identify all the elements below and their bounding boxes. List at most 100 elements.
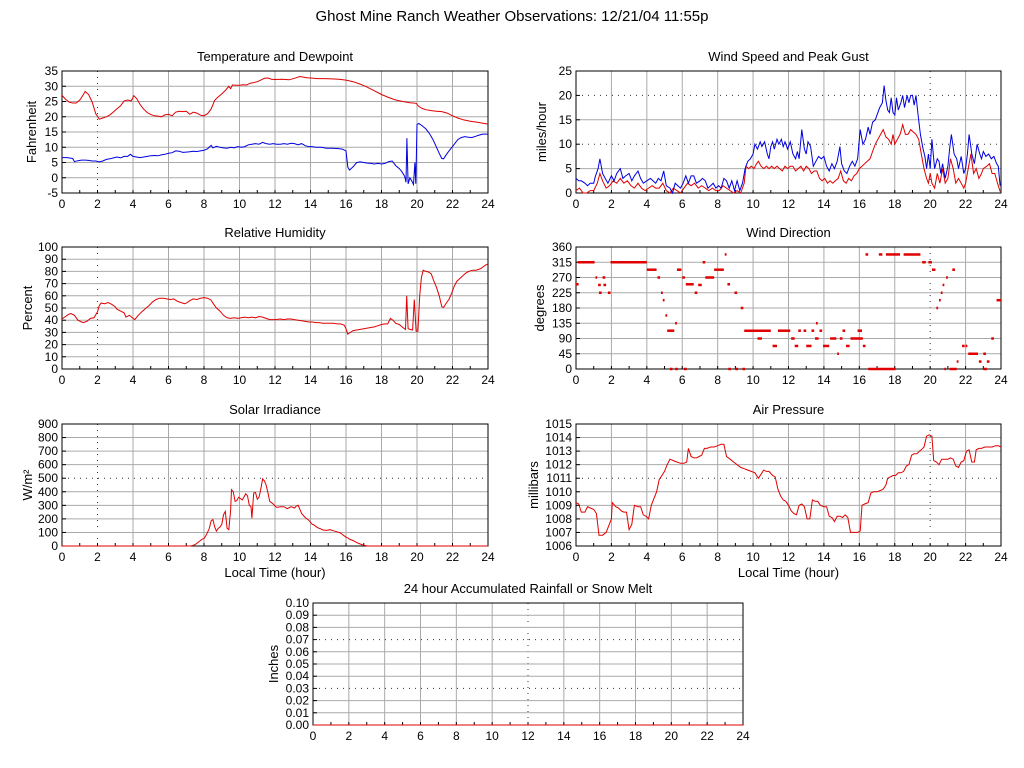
- plot-frame: [61, 246, 489, 370]
- x-tick-label: 12: [268, 550, 282, 564]
- x-tick-label: 18: [375, 197, 389, 211]
- y-tick-label: 0: [565, 186, 572, 200]
- page-title: Ghost Mine Ranch Weather Observations: 1…: [315, 8, 709, 25]
- x-tick-label: 24: [481, 373, 495, 387]
- y-tick-label: 0: [565, 362, 572, 376]
- x-tick-label: 18: [888, 197, 902, 211]
- chart-title: Solar Irradiance: [229, 402, 321, 417]
- x-tick-label: 0: [310, 729, 317, 743]
- y-tick-label: 0.03: [286, 681, 310, 695]
- x-tick-label: 22: [446, 550, 460, 564]
- x-tick-label: 14: [817, 197, 831, 211]
- x-tick-label: 16: [853, 197, 867, 211]
- y-tick-label: 200: [38, 512, 58, 526]
- x-tick-label: 0: [59, 373, 66, 387]
- y-tick-label: 15: [45, 125, 59, 139]
- x-tick-label: 24: [736, 729, 750, 743]
- x-tick-label: 10: [485, 729, 499, 743]
- y-tick-label: 40: [45, 313, 59, 327]
- y-tick-label: 360: [552, 240, 572, 254]
- y-tick-label: 5: [565, 162, 572, 176]
- x-tick-label: 4: [643, 550, 650, 564]
- y-tick-label: 300: [38, 498, 58, 512]
- x-tick-label: 6: [679, 550, 686, 564]
- x-tick-label: 24: [481, 197, 495, 211]
- x-tick-label: 20: [410, 197, 424, 211]
- x-tick-label: 14: [304, 373, 318, 387]
- y-tick-label: 25: [45, 95, 59, 109]
- x-tick-label: 6: [165, 197, 172, 211]
- x-tick-label: 6: [165, 550, 172, 564]
- plot-frame: [61, 70, 489, 194]
- series-relative-humidity: [61, 263, 489, 335]
- y-tick-label: 1006: [545, 539, 572, 553]
- y-tick-label: 15: [559, 113, 573, 127]
- y-axis-label: millibars: [526, 461, 541, 509]
- series-temperature: [61, 75, 489, 125]
- series-solar-irradiance: [62, 477, 488, 547]
- x-tick-label: 2: [94, 197, 101, 211]
- plot-frame: [575, 70, 1002, 194]
- x-tick-label: 8: [201, 373, 208, 387]
- x-tick-label: 20: [410, 373, 424, 387]
- chart-title: Air Pressure: [753, 402, 825, 417]
- x-tick-label: 10: [233, 373, 247, 387]
- x-tick-label: 20: [923, 197, 937, 211]
- x-tick-label: 4: [130, 373, 137, 387]
- chart-title: Temperature and Dewpoint: [197, 49, 353, 64]
- x-tick-label: 12: [782, 373, 796, 387]
- x-tick-label: 22: [446, 197, 460, 211]
- y-tick-label: 5: [51, 156, 58, 170]
- x-tick-label: 14: [817, 550, 831, 564]
- y-tick-label: 1012: [545, 458, 572, 472]
- x-tick-label: 4: [643, 197, 650, 211]
- x-tick-label: 4: [130, 197, 137, 211]
- y-tick-label: 60: [45, 289, 59, 303]
- y-tick-label: 30: [45, 325, 59, 339]
- x-tick-label: 20: [923, 550, 937, 564]
- y-tick-label: 0.06: [286, 645, 310, 659]
- y-tick-label: 1011: [546, 471, 572, 485]
- y-tick-label: 0.02: [286, 694, 310, 708]
- y-tick-label: 0.09: [286, 608, 310, 622]
- x-tick-label: 10: [233, 197, 247, 211]
- x-axis-label: Local Time (hour): [738, 565, 839, 580]
- x-tick-label: 16: [853, 373, 867, 387]
- x-tick-label: 24: [994, 550, 1008, 564]
- chart-title: Wind Speed and Peak Gust: [708, 49, 869, 64]
- x-tick-label: 0: [573, 550, 580, 564]
- y-tick-label: 600: [38, 458, 58, 472]
- y-tick-label: 0.05: [286, 657, 310, 671]
- series-peak-gust: [575, 85, 1001, 195]
- x-tick-label: 8: [714, 373, 721, 387]
- x-tick-label: 2: [94, 550, 101, 564]
- y-tick-label: 0.00: [286, 718, 310, 732]
- y-tick-label: 180: [552, 301, 572, 315]
- x-tick-label: 20: [923, 373, 937, 387]
- y-axis-label: miles/hour: [534, 101, 549, 162]
- y-tick-label: 70: [45, 277, 59, 291]
- x-tick-label: 20: [665, 729, 679, 743]
- x-tick-label: 6: [679, 197, 686, 211]
- x-tick-label: 4: [130, 550, 137, 564]
- x-tick-label: 16: [593, 729, 607, 743]
- x-tick-label: 22: [959, 373, 973, 387]
- y-tick-label: 315: [552, 255, 572, 269]
- y-tick-label: 30: [45, 79, 59, 93]
- y-tick-label: 1010: [545, 485, 572, 499]
- y-tick-label: 135: [552, 316, 572, 330]
- x-tick-label: 10: [746, 197, 760, 211]
- x-tick-label: 24: [481, 550, 495, 564]
- y-tick-label: 800: [38, 431, 58, 445]
- y-tick-label: 0.08: [286, 620, 310, 634]
- y-tick-label: 100: [38, 240, 58, 254]
- x-tick-label: 18: [888, 373, 902, 387]
- x-tick-label: 2: [608, 373, 615, 387]
- series-air-pressure: [575, 434, 1002, 536]
- x-tick-label: 22: [959, 550, 973, 564]
- y-tick-label: 1015: [545, 417, 572, 431]
- x-tick-label: 6: [165, 373, 172, 387]
